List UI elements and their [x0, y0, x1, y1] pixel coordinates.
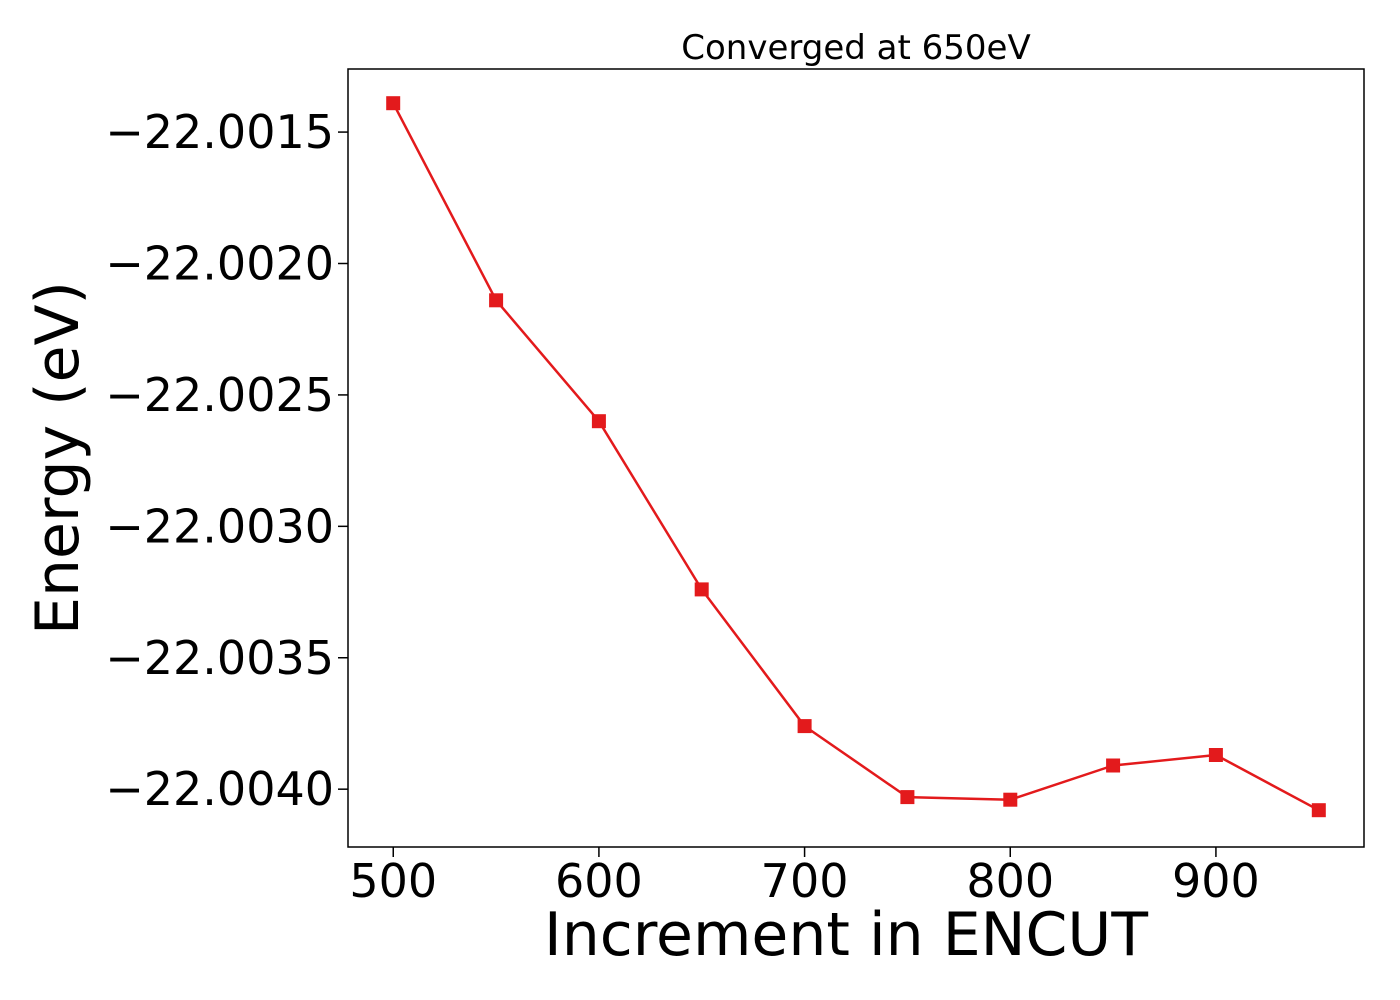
data-point-marker [900, 790, 915, 805]
y-tick-label: −22.0030 [105, 499, 334, 553]
data-point-marker [1106, 758, 1121, 773]
data-point-marker [489, 293, 504, 308]
data-point-marker [694, 582, 709, 597]
data-point-marker [591, 414, 606, 429]
y-tick-label: −22.0035 [105, 631, 334, 685]
x-tick-label: 500 [349, 854, 437, 908]
y-axis-title: Energy (eV) [23, 281, 93, 635]
data-point-marker [1003, 792, 1018, 807]
x-tick-label: 700 [761, 854, 849, 908]
y-tick-label: −22.0020 [105, 237, 334, 291]
series-layer [386, 96, 1326, 818]
x-axis-ticks: 500 600 700 800 900 [349, 847, 1260, 908]
x-axis-title: Increment in ENCUT [544, 900, 1148, 970]
chart-title: Converged at 650eV [681, 28, 1030, 68]
plot-frame [347, 68, 1365, 848]
data-point-marker [1311, 803, 1326, 818]
x-tick-label: 900 [1172, 854, 1260, 908]
data-point-marker [797, 719, 812, 734]
data-point-marker [1208, 748, 1223, 762]
data-point-marker [386, 96, 401, 111]
series-line [392, 102, 1320, 812]
y-tick-label: −22.0040 [105, 762, 334, 816]
y-axis-ticks: −22.0015 −22.0020 −22.0025 −22.0030 −22.0035… [105, 105, 348, 816]
y-tick-label: −22.0015 [105, 105, 334, 159]
x-tick-label: 800 [966, 854, 1054, 908]
y-tick-label: −22.0025 [105, 368, 334, 422]
x-tick-label: 600 [555, 854, 643, 908]
